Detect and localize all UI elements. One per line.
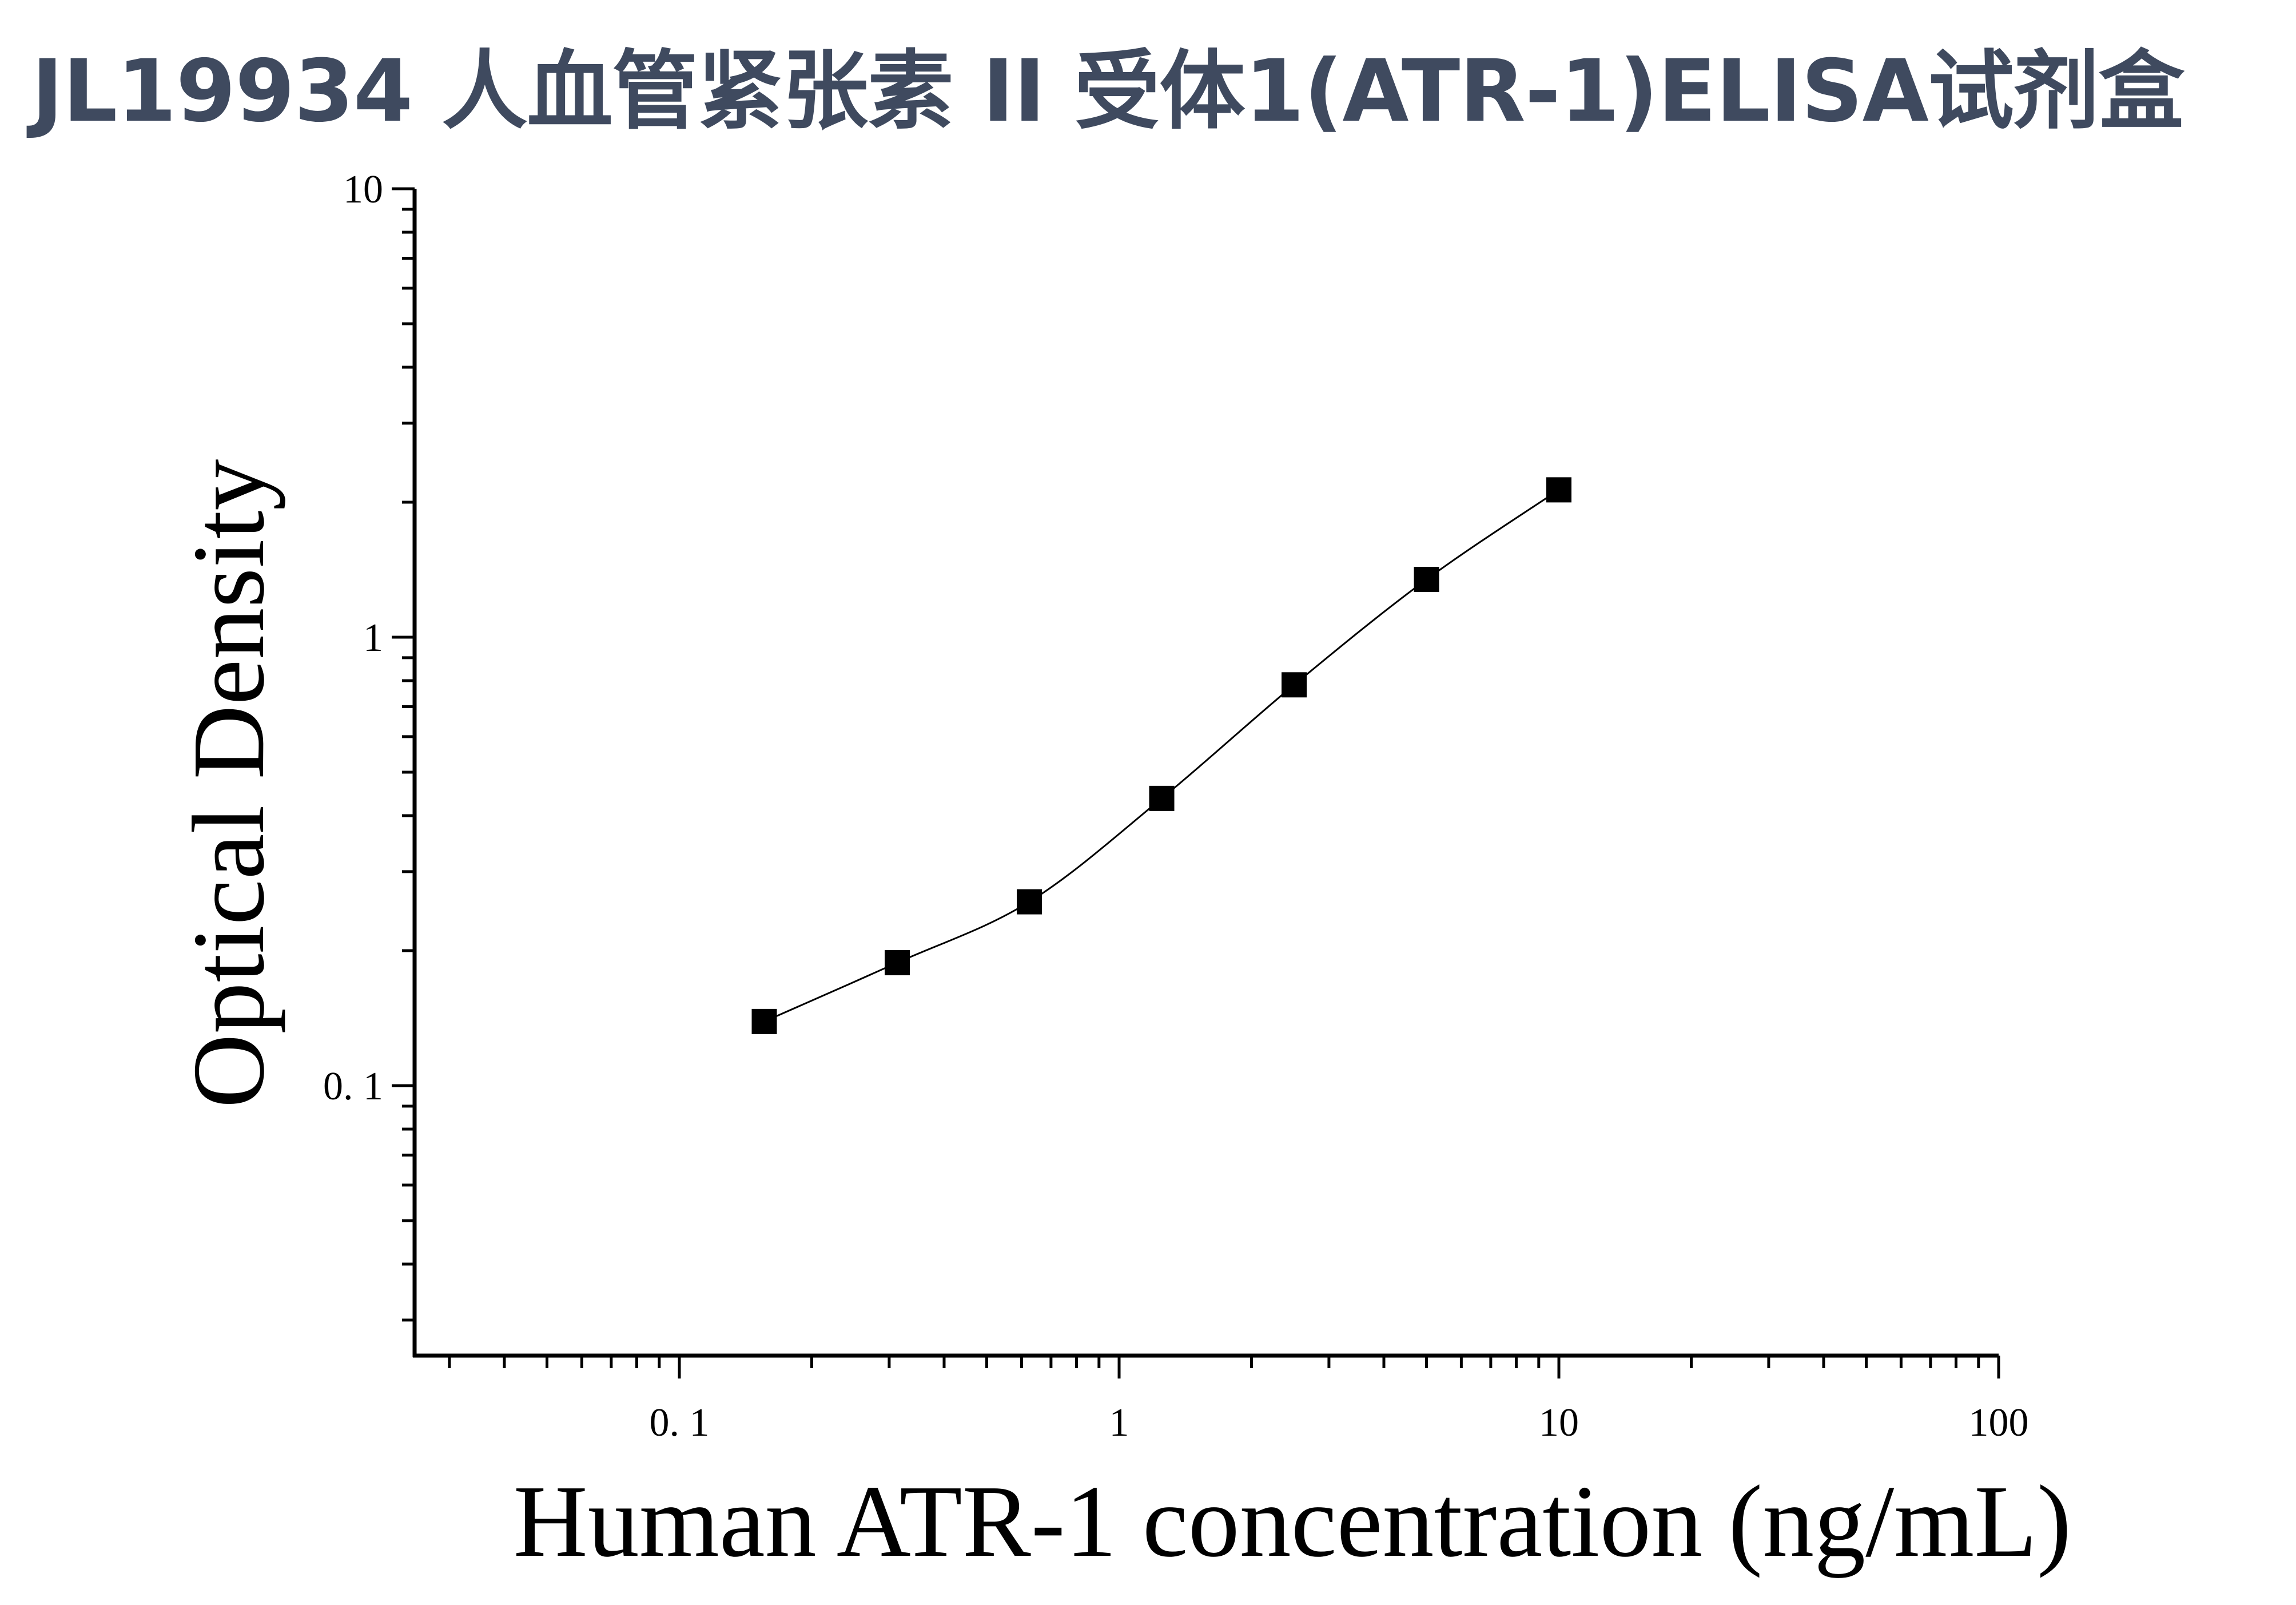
fit-curve <box>763 489 1559 1023</box>
page-title: JL19934 人血管紧张素 II 受体1(ATR-1)ELISA试剂盒 <box>31 42 2184 141</box>
x-tick-label: 100 <box>1969 1401 2029 1445</box>
data-point <box>1149 785 1175 811</box>
axes <box>412 189 1999 1358</box>
data-points <box>751 477 1571 1034</box>
y-tick-label: 10 <box>343 168 383 212</box>
data-point <box>751 1008 777 1034</box>
ticks <box>392 187 2000 1378</box>
data-point <box>1282 672 1307 698</box>
tick-labels: 0. 1 1 10 100 0. 1 1 10 <box>323 168 2029 1445</box>
data-point <box>1546 477 1571 503</box>
x-tick-label: 1 <box>1109 1401 1129 1445</box>
data-point <box>885 950 910 976</box>
x-tick-label: 10 <box>1539 1401 1579 1445</box>
x-tick-label: 0. 1 <box>649 1401 709 1445</box>
y-axis-label: Optical Density <box>172 459 285 1109</box>
data-point <box>1017 889 1042 915</box>
x-axis-label: Human ATR-1 concentration (ng/mL) <box>514 1464 2071 1578</box>
y-tick-label: 1 <box>363 616 383 660</box>
data-point <box>1414 567 1439 593</box>
y-tick-label: 0. 1 <box>323 1064 383 1109</box>
